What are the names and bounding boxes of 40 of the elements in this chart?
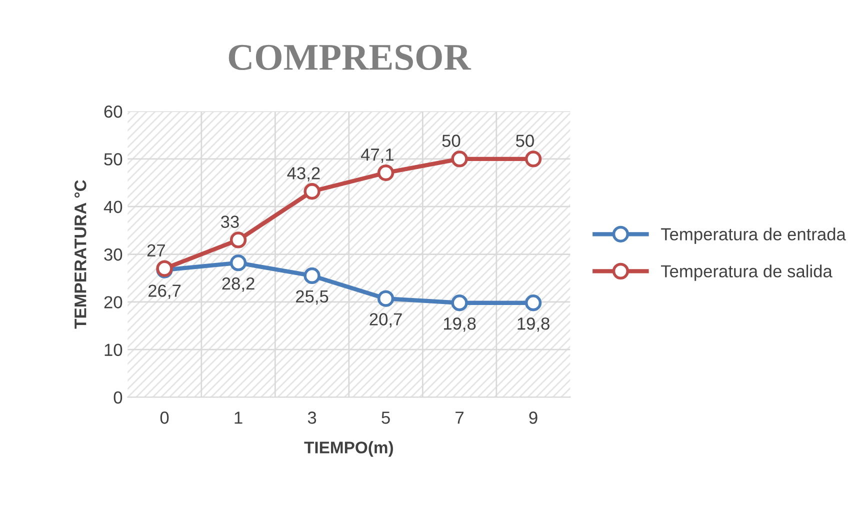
point (377, 290, 394, 307)
point (524, 150, 542, 168)
point (304, 183, 320, 200)
x-tick-label: 7 (456, 412, 464, 424)
y-axis-title: TEMPERATURA °C (74, 180, 86, 329)
data-label: 25,5 (296, 290, 328, 305)
x-tick-label: 3 (308, 412, 316, 424)
data-label: 28,2 (222, 277, 254, 292)
point (377, 164, 394, 182)
point (451, 150, 468, 168)
data-label: 19,8 (518, 317, 550, 332)
data-label: 20,7 (370, 313, 402, 328)
point (524, 294, 542, 312)
data-label: 50 (442, 134, 460, 147)
y-tick-label: 50 (104, 153, 122, 166)
x-tick-label: 5 (382, 412, 390, 424)
x-tick-label: 1 (234, 412, 242, 424)
x-tick-label: 9 (529, 412, 538, 424)
legend-label: Temperatura de entrada (661, 228, 846, 244)
data-label: 47,1 (360, 148, 394, 163)
x-tick-label: 0 (160, 412, 169, 424)
point (230, 232, 247, 248)
point (304, 267, 320, 284)
data-label: 33 (220, 216, 239, 228)
x-axis-title: TIEMPO(m) (304, 441, 393, 457)
data-label: 27 (147, 244, 165, 256)
data-label: 50 (516, 134, 534, 147)
chart-title: COMPRESOR (228, 44, 472, 70)
data-label: 19,8 (444, 317, 476, 332)
y-tick-label: 0 (114, 391, 122, 404)
y-tick-label: 20 (104, 296, 122, 308)
data-label: 43,2 (287, 167, 320, 182)
data-label: 26,7 (148, 284, 181, 299)
point (230, 254, 247, 272)
y-tick-label: 60 (104, 105, 122, 118)
legend-label: Temperatura de salida (661, 264, 832, 281)
point (451, 294, 468, 312)
y-tick-label: 30 (104, 248, 122, 261)
y-tick-label: 40 (104, 200, 122, 214)
y-tick-label: 10 (104, 344, 122, 356)
